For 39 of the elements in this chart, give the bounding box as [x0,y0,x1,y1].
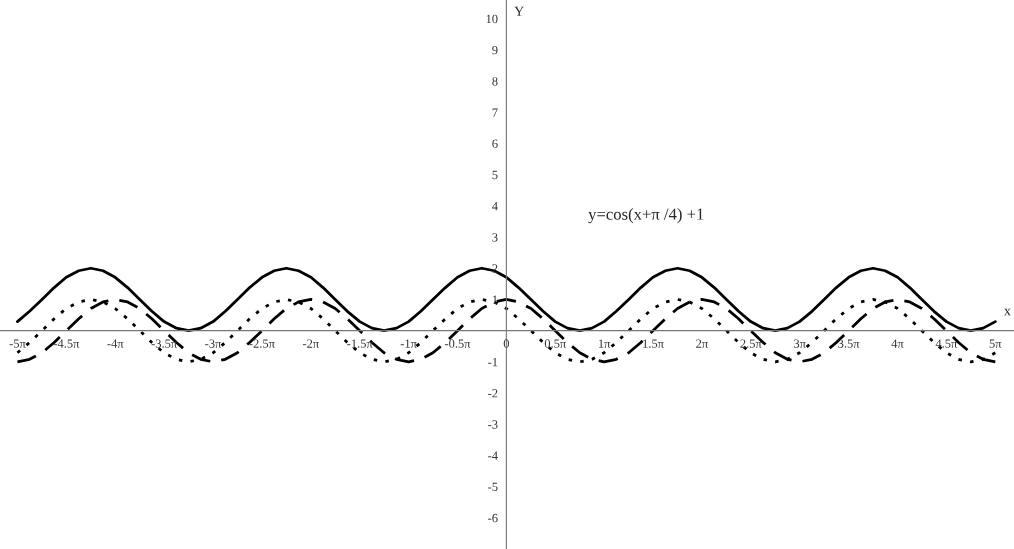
x-tick-label: -5π [9,339,26,348]
x-tick-label: -2.5π [249,339,275,348]
x-tick-label: -3π [205,339,222,348]
y-tick-label: -3 [488,420,498,429]
y-tick-label: -4 [488,451,498,460]
annotation: y=cos(x+π /4) +1 [588,208,704,224]
x-tick-label: 4π [891,339,904,348]
y-tick-label: -1 [488,357,498,367]
y-tick-label: 10 [486,14,498,24]
y-tick-label: 8 [492,77,498,86]
x-tick-label: 3π [794,339,806,348]
y-tick-label: 9 [492,45,498,55]
x-tick-label: 2π [696,339,709,348]
x-tick-label: -3.5π [151,339,177,348]
x-tick-label: 1.5π [643,339,664,348]
y-tick-label: -5 [488,482,498,492]
x-tick-label: -0.5π [444,339,471,348]
x-axis-title: x [1004,308,1011,316]
x-tick-label: 4.5π [935,339,958,348]
y-tick-label: 1 [492,295,498,304]
x-tick-label: -1.5π [347,339,373,348]
x-tick-label: 5π [989,339,1002,348]
y-tick-label: 6 [492,139,498,148]
x-tick-label: -1π [400,339,417,348]
x-tick-label: -4.5π [53,339,80,348]
y-tick-label: 4 [492,201,498,211]
y-tick-label: -2 [488,389,498,398]
y-tick-label: 7 [492,108,498,117]
x-tick-label: -4π [107,339,124,348]
y-tick-label: 3 [492,233,498,242]
x-tick-label: -2π [302,339,319,348]
x-tick-label: 2.5π [740,339,762,348]
x-tick-label: 3.5π [838,339,860,348]
line-series [16,266,997,333]
y-axis-title: Y [514,6,524,16]
x-tick-label: 1π [598,339,611,348]
y-tick-label: -6 [488,513,498,523]
y-tick-label: 5 [492,170,498,180]
x-tick-label: 0.5π [544,339,567,348]
